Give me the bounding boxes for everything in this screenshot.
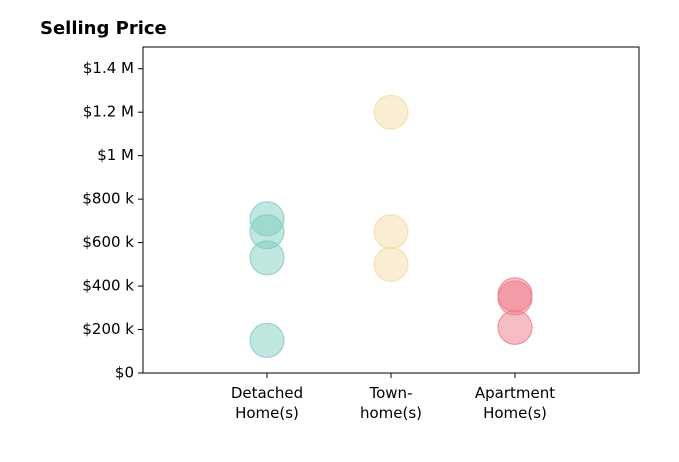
y-tick-label: $0 — [115, 364, 134, 382]
x-tick-label: Apartment Home(s) — [474, 384, 556, 422]
y-tick-label: $800 k — [82, 190, 134, 208]
chart-title: Selling Price — [40, 18, 167, 39]
point — [373, 214, 409, 250]
x-tick-label: Town- home(s) — [359, 384, 423, 422]
point — [373, 246, 409, 282]
point — [373, 94, 409, 130]
y-tick-label: $200 k — [82, 320, 134, 338]
y-tick-label: $1.4 M — [83, 59, 134, 77]
y-tick-label: $1 M — [97, 146, 134, 164]
y-tick-label: $1.2 M — [83, 103, 134, 121]
y-tick-label: $600 k — [82, 233, 134, 251]
point — [497, 309, 533, 345]
point — [249, 240, 285, 276]
point — [249, 322, 285, 358]
y-tick-label: $400 k — [82, 277, 134, 295]
x-tick-label: Detached Home(s) — [230, 384, 304, 422]
